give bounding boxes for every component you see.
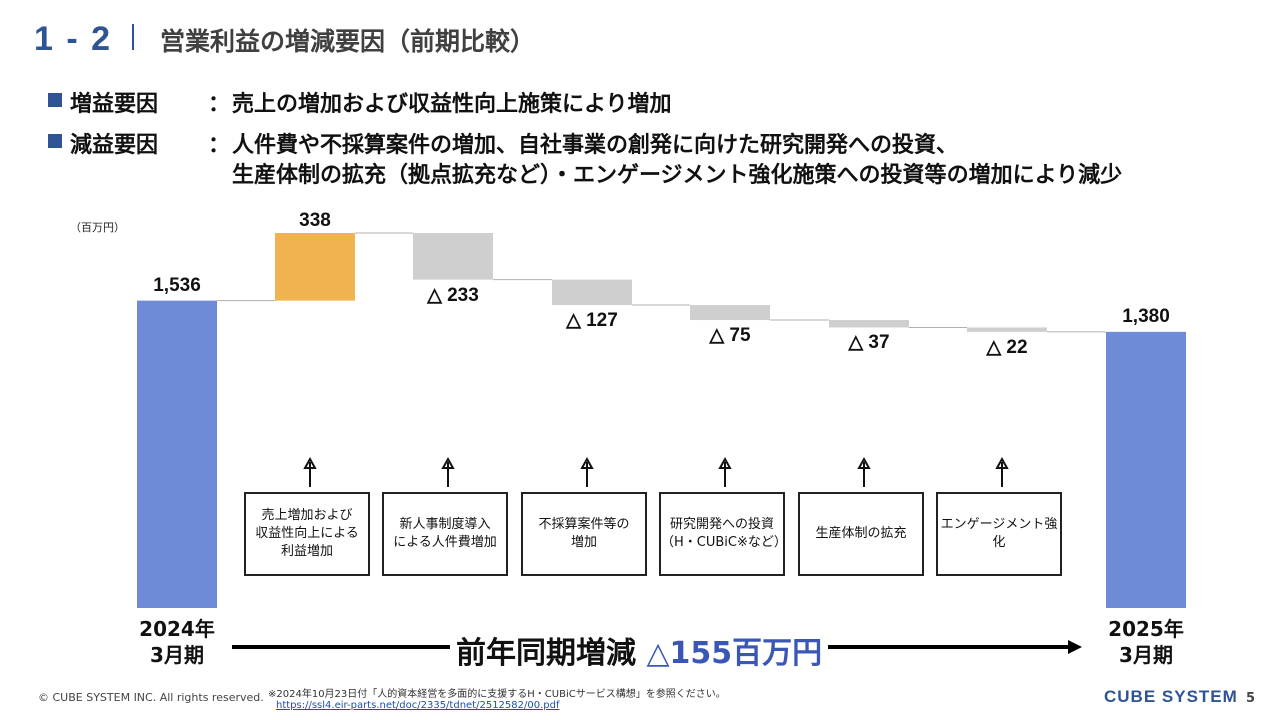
value-label-step: △ 75 <box>709 325 751 347</box>
unit-label: （百万円） <box>70 221 125 234</box>
title-divider <box>132 24 134 50</box>
annotation-box: 売上増加および 収益性向上による 利益増加 <box>244 492 370 576</box>
bar-end-total <box>1106 331 1186 608</box>
bar-decrease <box>690 305 770 321</box>
bullet-separator: ： <box>208 133 231 158</box>
footnote: ※2024年10月23日付「人的資本経営を多面的に支援するH・CUBiCサービス… <box>268 689 726 700</box>
annotation-arrow-head <box>718 456 732 469</box>
bar-start-total <box>137 300 217 608</box>
annotation-box: 生産体制の拡充 <box>798 492 924 576</box>
value-label-step: △ 37 <box>848 332 890 354</box>
annotation-box: 研究開発への投資 （H・CUBiC※など） <box>659 492 787 576</box>
annotation-arrow-head <box>857 456 871 469</box>
bullet-label-increase: 増益要因 <box>70 92 159 117</box>
value-label-step: 338 <box>299 210 331 231</box>
annotation-arrow-head <box>303 456 317 469</box>
footnote-link[interactable]: https://ssl4.eir-parts.net/doc/2335/tdne… <box>276 700 560 711</box>
page-number: 5 <box>1246 691 1256 706</box>
bar-decrease <box>829 320 909 328</box>
value-label-start: 1,536 <box>153 274 201 296</box>
section-number: 1 - 2 <box>34 20 113 58</box>
bullet-square <box>48 134 62 148</box>
bullet-text-decrease: 人件費や不採算案件の増加、自社事業の創発に向けた研究開発への投資、 <box>232 133 959 158</box>
value-label-end: 1,380 <box>1122 305 1170 327</box>
annotation-arrow-head <box>995 456 1009 469</box>
bullet-square <box>48 93 62 107</box>
bullet-label-decrease: 減益要因 <box>70 133 159 158</box>
brand-logo: CUBE SYSTEM <box>1104 687 1238 706</box>
summary-value: △155百万円 <box>646 636 823 671</box>
summary-change: 前年同期増減 △155百万円 <box>450 628 829 672</box>
annotation-box: 不採算案件等の 増加 <box>521 492 647 576</box>
bar-increase <box>275 233 355 301</box>
copyright: © CUBE SYSTEM INC. All rights reserved. <box>38 691 264 704</box>
value-label-step: △ 233 <box>427 284 479 306</box>
category-label-start: 2024年 3月期 <box>139 617 215 667</box>
annotation-box: エンゲージメント強化 <box>936 492 1062 576</box>
bullet-text-decrease-line2: 生産体制の拡充（拠点拡充など）・エンゲージメント強化施策への投資等の増加により減… <box>232 163 1123 188</box>
annotation-box: 新人事制度導入 による人件費増加 <box>382 492 508 576</box>
page-title: 営業利益の増減要因（前期比較） <box>160 27 536 56</box>
value-label-step: △ 22 <box>986 336 1028 358</box>
summary-prefix: 前年同期増減 <box>456 636 647 671</box>
annotation-arrow-head <box>441 456 455 469</box>
bar-decrease <box>967 327 1047 332</box>
bar-decrease <box>552 279 632 306</box>
bar-decrease <box>413 233 493 280</box>
bullet-text-increase: 売上の増加および収益性向上施策により増加 <box>232 92 672 117</box>
bullet-separator: ： <box>208 92 231 117</box>
value-label-step: △ 127 <box>566 310 618 332</box>
period-arrow-head <box>1068 640 1082 654</box>
category-label-end: 2025年 3月期 <box>1108 617 1184 667</box>
annotation-arrow-head <box>580 456 594 469</box>
